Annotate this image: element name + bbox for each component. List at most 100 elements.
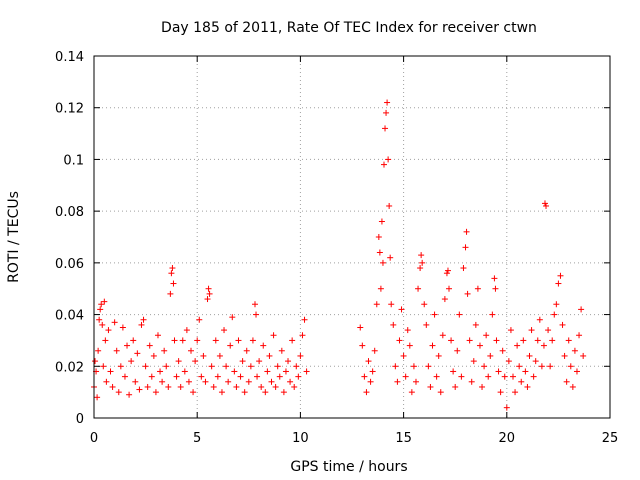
- data-point: [363, 389, 370, 396]
- data-point: [379, 259, 386, 266]
- data-point: [113, 347, 120, 354]
- y-axis-label: ROTI / TECUs: [6, 191, 22, 283]
- data-point: [489, 311, 496, 318]
- data-point: [92, 358, 99, 365]
- x-axis-label: GPS time / hours: [290, 459, 407, 475]
- data-point: [183, 327, 190, 334]
- data-point: [454, 347, 461, 354]
- data-point: [536, 316, 543, 323]
- data-point: [235, 337, 242, 344]
- data-point: [161, 347, 168, 354]
- data-point: [128, 358, 135, 365]
- data-point: [167, 290, 174, 297]
- data-point: [282, 368, 289, 375]
- data-point: [435, 352, 442, 359]
- data-point: [534, 337, 541, 344]
- data-point: [101, 298, 108, 305]
- data-point: [170, 280, 177, 287]
- data-point: [501, 373, 508, 380]
- data-point: [367, 378, 374, 385]
- data-point: [549, 337, 556, 344]
- data-point: [470, 358, 477, 365]
- y-tick-label: 0.1: [63, 153, 84, 168]
- data-point: [524, 383, 531, 390]
- data-point: [427, 383, 434, 390]
- data-point: [456, 311, 463, 318]
- data-point: [429, 342, 436, 349]
- data-point: [132, 378, 139, 385]
- data-point: [218, 389, 225, 396]
- data-point: [249, 337, 256, 344]
- data-point: [476, 342, 483, 349]
- data-point: [377, 285, 384, 292]
- data-point: [573, 368, 580, 375]
- data-point: [472, 321, 479, 328]
- data-point: [293, 363, 300, 370]
- data-point: [274, 363, 281, 370]
- data-point: [107, 368, 114, 375]
- data-point: [299, 332, 306, 339]
- data-point: [165, 383, 172, 390]
- data-point: [227, 342, 234, 349]
- data-point: [100, 363, 107, 370]
- data-point: [247, 363, 254, 370]
- data-point: [386, 202, 393, 209]
- data-point: [260, 342, 267, 349]
- data-point: [169, 265, 176, 272]
- data-point: [412, 378, 419, 385]
- data-point: [569, 383, 576, 390]
- data-point: [225, 378, 232, 385]
- data-point: [474, 285, 481, 292]
- x-tick-label: 20: [499, 431, 516, 446]
- data-point: [439, 332, 446, 339]
- data-point: [561, 352, 568, 359]
- data-point: [231, 368, 238, 375]
- data-point: [278, 347, 285, 354]
- data-point: [301, 316, 308, 323]
- data-point: [359, 342, 366, 349]
- data-point: [152, 389, 159, 396]
- data-point: [251, 301, 258, 308]
- data-point: [458, 373, 465, 380]
- data-point: [303, 368, 310, 375]
- data-point: [444, 267, 451, 274]
- data-point: [140, 316, 147, 323]
- data-point: [410, 363, 417, 370]
- data-point: [194, 337, 201, 344]
- data-point: [446, 285, 453, 292]
- data-point: [421, 301, 428, 308]
- x-tick-label: 25: [602, 431, 619, 446]
- data-points: [91, 99, 587, 411]
- data-point: [365, 358, 372, 365]
- data-point: [268, 378, 275, 385]
- data-point: [551, 311, 558, 318]
- x-tick-label: 5: [193, 431, 201, 446]
- data-point: [95, 347, 102, 354]
- data-point: [233, 383, 240, 390]
- data-point: [200, 352, 207, 359]
- data-point: [94, 394, 101, 401]
- data-point: [262, 389, 269, 396]
- data-point: [198, 373, 205, 380]
- data-point: [202, 378, 209, 385]
- data-point: [210, 383, 217, 390]
- data-point: [177, 383, 184, 390]
- x-tick-label: 0: [90, 431, 98, 446]
- data-point: [387, 254, 394, 261]
- data-point: [532, 358, 539, 365]
- data-point: [462, 244, 469, 251]
- data-point: [464, 290, 471, 297]
- data-point: [495, 368, 502, 375]
- data-point: [507, 327, 514, 334]
- data-point: [406, 342, 413, 349]
- data-point: [576, 332, 583, 339]
- data-point: [516, 363, 523, 370]
- data-point: [102, 337, 109, 344]
- data-point: [272, 383, 279, 390]
- data-point: [415, 285, 422, 292]
- data-point: [388, 301, 395, 308]
- data-point: [175, 358, 182, 365]
- data-point: [223, 363, 230, 370]
- data-point: [418, 252, 425, 259]
- data-point: [276, 373, 283, 380]
